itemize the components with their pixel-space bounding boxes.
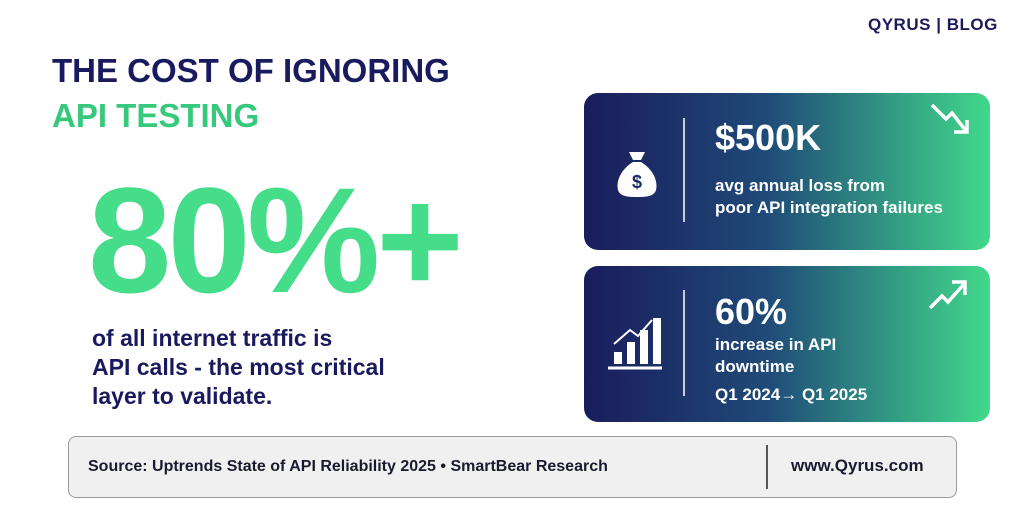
headline-stat: 80%+ [88, 156, 464, 324]
footer-source: Source: Uptrends State of API Reliabilit… [88, 458, 608, 475]
money-bag-icon: $ [617, 152, 657, 197]
brand: QYRUS | BLOG [868, 15, 998, 34]
card-value: $500K [715, 117, 822, 158]
title-line: THE COST OF IGNORING [52, 52, 450, 89]
trend-up-icon [928, 280, 967, 310]
card-text-line: poor API integration failures [715, 198, 943, 217]
brand-section: BLOG [946, 15, 998, 34]
footer-url: www.Qyrus.com [791, 456, 924, 475]
svg-text:$: $ [632, 172, 642, 192]
headline-description: of all internet traffic is API calls - t… [92, 324, 385, 411]
card-period: Q1 2024→ Q1 2025 [715, 385, 868, 404]
description-line: of all internet traffic is [92, 325, 333, 351]
trend-down-icon [930, 103, 969, 134]
stat-card: 60% increase in API downtime Q1 2024→ Q1… [584, 266, 990, 422]
card-value: 60% [715, 291, 788, 332]
description-line: API calls - the most critical [92, 354, 385, 380]
footer-divider [766, 445, 768, 489]
card-text: increase in API downtime [715, 334, 836, 378]
brand-name: QYRUS [868, 15, 931, 34]
card-text-line: downtime [715, 357, 795, 376]
footer: Source: Uptrends State of API Reliabilit… [68, 436, 957, 498]
bar-chart-icon [608, 318, 662, 370]
description-line: layer to validate. [92, 383, 273, 409]
stat-card: $ $500K avg annual loss from poor API in… [584, 93, 990, 250]
card-text-line: increase in API [715, 335, 837, 354]
card-text: avg annual loss from poor API integratio… [715, 175, 943, 219]
card-text-line: avg annual loss from [715, 176, 886, 195]
title-line: API TESTING [52, 97, 260, 134]
